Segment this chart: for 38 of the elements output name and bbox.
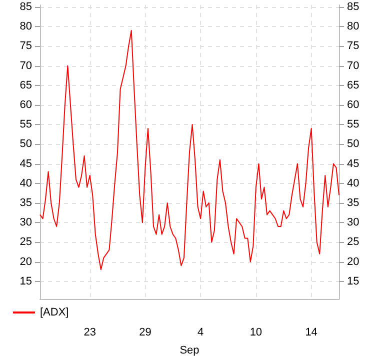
- y-tick-label: 50: [20, 138, 32, 150]
- y-tick-label: 20: [20, 256, 32, 268]
- y-tick-label: 85: [20, 0, 32, 13]
- x-axis-title: Sep: [180, 344, 200, 356]
- y2-tick-label: 60: [347, 98, 360, 111]
- y2-tick-label: 35: [347, 196, 360, 209]
- y2-tick-label: 85: [347, 0, 360, 13]
- y-tick-label: 65: [20, 79, 32, 92]
- y-tick-label: 15: [20, 275, 32, 288]
- y-tick-label: 40: [20, 177, 32, 190]
- x-tick-label: 10: [250, 326, 262, 338]
- x-tick-label: 14: [305, 326, 318, 338]
- y2-tick-label: 55: [347, 118, 360, 131]
- y-tick-label: 30: [20, 216, 32, 229]
- y2-tick-label: 50: [347, 138, 360, 150]
- y2-tick-label: 45: [347, 158, 360, 170]
- y2-tick-label: 40: [347, 177, 360, 190]
- y-tick-label: 25: [20, 236, 32, 248]
- legend-label: [ADX]: [40, 306, 69, 318]
- y-tick-label: 70: [20, 60, 32, 72]
- y2-tick-label: 30: [347, 216, 360, 229]
- y2-tick-label: 75: [347, 40, 360, 52]
- y-tick-label: 60: [20, 98, 32, 111]
- y2-tick-label: 15: [347, 275, 360, 288]
- y-tick-label: 45: [20, 158, 32, 170]
- y2-tick-label: 65: [347, 79, 360, 92]
- x-tick-label: 23: [84, 326, 96, 338]
- x-tick-label: 29: [139, 326, 152, 338]
- y-tick-label: 55: [20, 118, 32, 131]
- line-series: [40, 30, 340, 270]
- y2-tick-label: 70: [347, 60, 360, 72]
- y-tick-label: 35: [20, 196, 32, 209]
- x-tick-label: 4: [198, 326, 204, 338]
- y2-tick-label: 80: [347, 20, 360, 33]
- y-tick-label: 80: [20, 20, 32, 33]
- y2-tick-label: 25: [347, 236, 360, 248]
- y-tick-label: 75: [20, 40, 32, 52]
- y2-tick-label: 20: [347, 256, 360, 268]
